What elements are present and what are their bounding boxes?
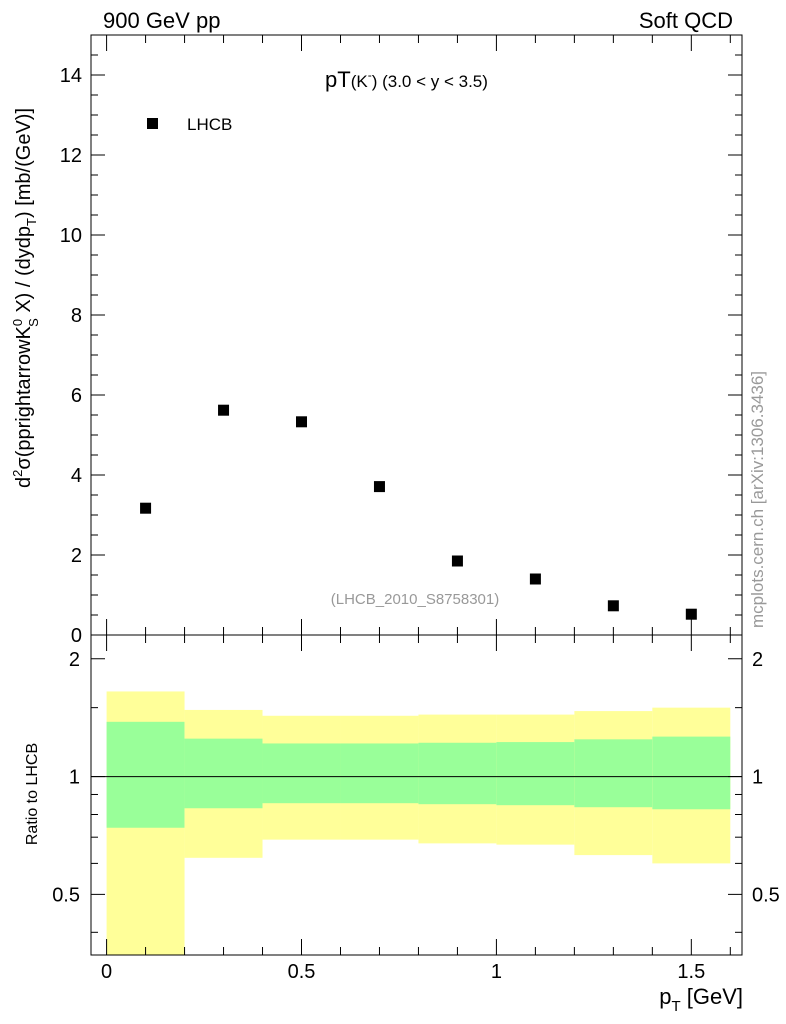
bottom-ytick-label-left-2: 2	[69, 649, 80, 671]
top-ytick-label-0: 0	[71, 625, 82, 647]
green-band-3	[340, 743, 419, 804]
top-ytick-label-7: 14	[60, 65, 82, 87]
bottom-ytick-label-right-2: 2	[752, 649, 763, 671]
green-band-5	[496, 742, 575, 806]
green-band-6	[574, 739, 653, 808]
side-label: mcplots.cern.ch [arXiv:1306.3436]	[748, 371, 767, 628]
top-data-markers	[140, 404, 697, 620]
bottom-ytick-label-right-1: 1	[752, 767, 763, 789]
top-title: pT(K-) (3.0 < y < 3.5)	[325, 67, 488, 92]
green-band-2	[262, 743, 341, 804]
data-point-3	[373, 481, 385, 493]
legend-marker	[147, 118, 158, 129]
green-band-1	[184, 738, 263, 809]
top-ytick-label-3: 6	[71, 385, 82, 407]
data-point-6	[607, 600, 619, 612]
data-point-4	[451, 555, 463, 567]
header-left: 900 GeV pp	[103, 8, 220, 33]
data-point-1	[218, 404, 230, 416]
ratio-bands	[91, 691, 742, 955]
xlabel: pT [GeV]	[659, 984, 743, 1015]
bottom-ylabel: Ratio to LHCB	[24, 743, 41, 845]
bottom-axis-ticks: 0.5 0.5 1 1 2 2 0 0.5 1 1.5	[52, 635, 780, 983]
bottom-ytick-label-right-0: 0.5	[752, 884, 780, 906]
legend-label: LHCB	[187, 115, 232, 134]
bottom-ytick-label-left-0: 0.5	[52, 884, 80, 906]
data-point-5	[529, 573, 541, 585]
top-ytick-label-6: 12	[60, 145, 82, 167]
watermark: (LHCB_2010_S8758301)	[331, 591, 499, 608]
top-axis-ticks: 0 2 4 6 8 10 12 14	[60, 35, 742, 647]
data-point-7	[685, 608, 697, 620]
top-ytick-label-1: 2	[71, 545, 82, 567]
top-ylabel: d2σ(pprightarrowK0S X) / (dydpT) [mb/(Ge…	[10, 108, 41, 488]
data-point-2	[296, 416, 308, 428]
xtick-label-0: 0	[101, 961, 112, 983]
header-right: Soft QCD	[639, 8, 733, 33]
bottom-frame	[90, 634, 743, 956]
xtick-label-2: 1	[491, 961, 502, 983]
data-point-0	[140, 502, 152, 514]
xtick-label-3: 1.5	[677, 961, 705, 983]
top-ytick-label-4: 8	[71, 305, 82, 327]
green-band-4	[418, 742, 497, 805]
top-ytick-label-5: 10	[60, 225, 82, 247]
xtick-label-1: 0.5	[288, 961, 316, 983]
bottom-ytick-label-left-1: 1	[69, 767, 80, 789]
top-ytick-label-2: 4	[71, 465, 82, 487]
green-band-7	[652, 736, 731, 810]
green-band-0	[106, 721, 185, 828]
